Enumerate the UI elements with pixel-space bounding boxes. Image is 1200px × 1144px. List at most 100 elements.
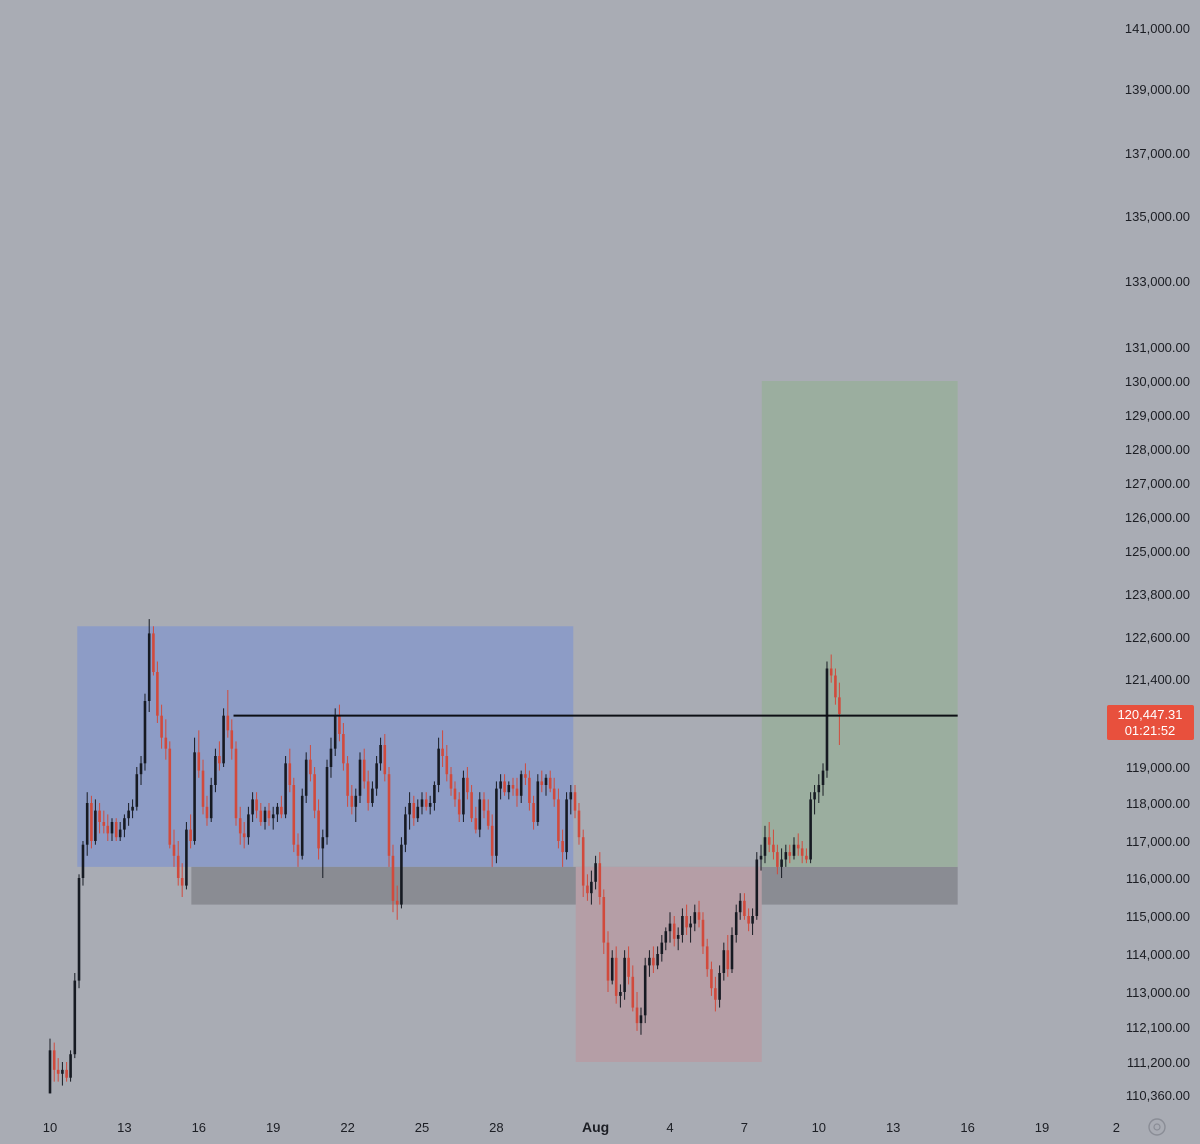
candle-body: [701, 919, 705, 947]
candle-body: [722, 950, 726, 973]
candle-body: [825, 668, 829, 771]
candle-body: [391, 855, 395, 901]
candle: [131, 799, 134, 819]
candle: [507, 781, 511, 800]
candle-body: [738, 900, 742, 913]
candle: [643, 957, 647, 1024]
candle: [284, 756, 287, 819]
candle-body: [172, 844, 176, 856]
candle: [536, 774, 540, 826]
candle-body: [482, 799, 486, 811]
candle-body: [784, 852, 788, 860]
candle: [710, 961, 713, 996]
candle: [309, 745, 312, 782]
candle-body: [726, 950, 730, 970]
candle: [470, 785, 473, 822]
candle-body: [569, 792, 573, 800]
y-tick-label: 122,600.00: [1125, 630, 1190, 645]
candle: [478, 792, 482, 838]
candle: [98, 803, 101, 834]
candle: [722, 942, 726, 981]
candle: [734, 904, 738, 943]
candle-body: [90, 803, 93, 841]
candle: [581, 829, 585, 897]
candle: [110, 818, 114, 841]
candle-body: [433, 785, 436, 803]
candle: [821, 763, 825, 796]
candle: [48, 1038, 52, 1094]
candle-body: [449, 774, 453, 789]
candle-body: [176, 855, 180, 878]
candle: [784, 844, 788, 867]
candle: [565, 792, 568, 860]
candle: [755, 852, 759, 920]
x-tick-label: 19: [266, 1120, 280, 1135]
candle-body: [420, 799, 424, 807]
y-tick-label: 121,400.00: [1125, 672, 1190, 687]
candle: [714, 976, 717, 1012]
x-tick-label: 28: [489, 1120, 503, 1135]
candle: [197, 730, 201, 778]
candle: [404, 806, 407, 853]
candle: [524, 763, 527, 785]
candle-body: [201, 770, 205, 807]
x-tick-label: 13: [886, 1120, 900, 1135]
candle-body: [838, 697, 841, 714]
candle-body: [56, 1069, 60, 1074]
candle: [486, 799, 490, 830]
candle-body: [61, 1069, 64, 1074]
candle: [457, 792, 461, 822]
candle: [453, 781, 457, 807]
x-tick-label: 2: [1113, 1120, 1120, 1135]
candle: [267, 803, 271, 826]
candle: [676, 927, 680, 951]
candle-body: [693, 912, 697, 924]
candle: [577, 803, 581, 845]
x-tick-label: 16: [192, 1120, 206, 1135]
candle-body: [499, 781, 502, 789]
candle-body: [792, 844, 796, 856]
candle: [189, 814, 192, 849]
candle: [156, 661, 159, 723]
candle-body: [631, 976, 635, 1008]
candle-body: [817, 785, 821, 793]
y-tick-label: 119,000.00: [1126, 760, 1190, 775]
candle-body: [234, 748, 238, 819]
y-tick-label: 137,000.00: [1125, 146, 1190, 161]
candle-body: [718, 973, 721, 1000]
candle: [573, 785, 577, 819]
candle-body: [131, 806, 134, 811]
candle-body: [730, 935, 734, 970]
candle: [160, 704, 163, 749]
candle-body: [218, 756, 221, 764]
candle-body: [338, 715, 341, 734]
candle-body: [52, 1050, 56, 1070]
candle-body: [197, 752, 201, 771]
candle-body: [540, 781, 544, 785]
candle-body: [813, 792, 816, 800]
candle-body: [247, 814, 250, 838]
candle: [383, 734, 387, 782]
candle-body: [366, 781, 370, 803]
candle-body: [697, 912, 701, 920]
candle-body: [123, 818, 126, 830]
candle-body: [490, 825, 494, 856]
candle-body: [205, 806, 209, 819]
candle-body: [453, 788, 457, 800]
candle: [772, 829, 775, 860]
candle-body: [180, 878, 184, 886]
candle: [751, 908, 754, 935]
candle: [681, 908, 684, 943]
candle-body: [809, 799, 812, 860]
candle-body: [602, 897, 606, 943]
candle-body: [160, 715, 163, 738]
candle-body: [565, 799, 568, 853]
candle: [313, 767, 316, 819]
candle: [648, 950, 651, 977]
settings-icon[interactable]: [1148, 1118, 1166, 1136]
candle-body: [428, 803, 432, 807]
candle: [656, 946, 659, 970]
y-tick-label: 129,000.00: [1125, 408, 1190, 423]
x-tick-label: 10: [43, 1120, 57, 1135]
